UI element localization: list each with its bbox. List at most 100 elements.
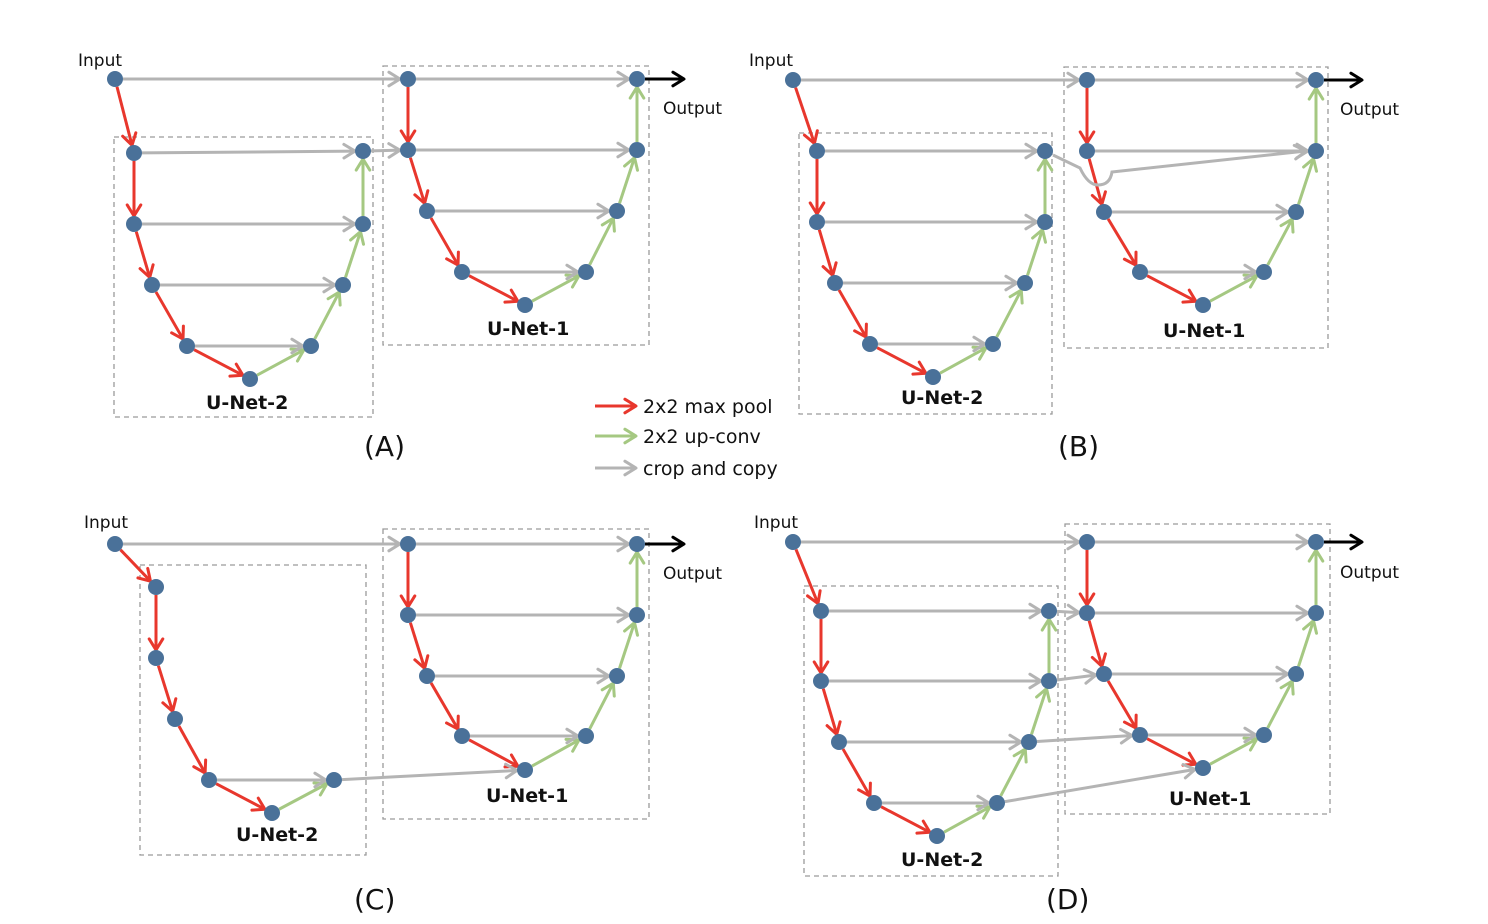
edge-line bbox=[837, 289, 868, 338]
edge-line bbox=[134, 231, 152, 278]
panel-c-input-node bbox=[107, 536, 123, 552]
panel-b-unet1-node bbox=[1096, 204, 1112, 220]
edge-line bbox=[408, 622, 427, 669]
panel-a-unet2-node bbox=[144, 277, 160, 293]
panel-d-unet1-node bbox=[1132, 727, 1148, 743]
panel-a-unet2-node bbox=[335, 277, 351, 293]
panel-a-unet1-up bbox=[588, 216, 616, 266]
edge-head bbox=[1181, 288, 1198, 304]
panel-b-unet1-label: U-Net-1 bbox=[1163, 320, 1245, 342]
panel-c-unet1-node bbox=[609, 668, 625, 684]
panel-a-unet2-node bbox=[126, 216, 142, 232]
panel-a-unet2-up bbox=[344, 230, 366, 278]
panel-c-unet2-node bbox=[264, 805, 280, 821]
panel-a-caption: (A) bbox=[364, 430, 405, 463]
panel-b-unet1-up bbox=[1297, 157, 1319, 205]
edge-head bbox=[504, 762, 519, 780]
edge-head bbox=[671, 70, 686, 88]
panel-b-unet1-up bbox=[1266, 217, 1295, 266]
panel-d-unet1-up bbox=[1209, 736, 1259, 766]
panel-a-unet2-up bbox=[354, 157, 372, 216]
panel-b-caption: (B) bbox=[1058, 430, 1099, 463]
edge-line bbox=[1026, 229, 1044, 276]
panel-c-unet1-node bbox=[400, 536, 416, 552]
panel-a-unet2-node bbox=[179, 338, 195, 354]
panel-b-unet2-up bbox=[995, 288, 1024, 338]
panel-a-input-copy bbox=[123, 70, 402, 88]
panel-d-unet1-node bbox=[1288, 666, 1304, 682]
panel-b-unet2-copy bbox=[878, 335, 987, 353]
panel-a-unet2-node bbox=[303, 338, 319, 354]
panel-c-unet1-up bbox=[628, 550, 646, 607]
panel-d-unet2-box bbox=[803, 585, 1059, 877]
panel-b-unet2-pool bbox=[876, 346, 928, 376]
panel-b-unet1-node bbox=[1079, 143, 1095, 159]
edge-line bbox=[1004, 767, 1196, 804]
edge-line bbox=[429, 682, 460, 730]
panel-d-unet1-node bbox=[1195, 760, 1211, 776]
edge-line bbox=[531, 274, 580, 303]
panel-b-unet1-node bbox=[1288, 204, 1304, 220]
panel-a-input-label: Input bbox=[78, 51, 122, 71]
panel-d-unet1-copy bbox=[1095, 533, 1310, 551]
legend-max-pool-label: 2x2 max pool bbox=[643, 396, 772, 418]
panel-d-output-label: Output bbox=[1340, 563, 1399, 583]
panel-d-unet2-node bbox=[1021, 734, 1037, 750]
panel-a-output-label: Output bbox=[663, 99, 722, 119]
panel-d-unet1-label: U-Net-1 bbox=[1169, 788, 1251, 810]
panel-c-unet2-pool bbox=[177, 725, 208, 775]
panel-a-unet2-box bbox=[113, 136, 374, 418]
edge-head bbox=[623, 156, 640, 172]
edge-head bbox=[1090, 652, 1107, 668]
edge-head bbox=[915, 819, 932, 835]
panel-d-unet1-pool bbox=[1078, 550, 1096, 607]
panel-b-unet2-pool bbox=[837, 289, 868, 339]
edge-head bbox=[1349, 71, 1364, 89]
panel-b-unet1-pool bbox=[1146, 274, 1198, 304]
edge-line bbox=[256, 348, 305, 377]
panel-d-unet2-copy bbox=[829, 602, 1043, 620]
panel-c-unet1-copy bbox=[416, 606, 631, 624]
panel-d-unet1-copy bbox=[1095, 604, 1310, 622]
edge-head bbox=[600, 681, 616, 698]
edge-line bbox=[1036, 734, 1133, 743]
panel-a-unet2-copy bbox=[195, 337, 305, 355]
panel-a-unet2-pool bbox=[125, 161, 143, 218]
panel-b-unet2-node bbox=[1037, 143, 1053, 159]
panel-b-unet2-up bbox=[1036, 157, 1054, 214]
edge-line bbox=[1266, 218, 1294, 266]
panel-d-unet2-node bbox=[831, 734, 847, 750]
panel-b-unet1-copy bbox=[1112, 203, 1290, 221]
panel-b-bridge-path bbox=[1052, 149, 1307, 187]
panel-b-unet2-node bbox=[925, 369, 941, 385]
panel-c-unet1-node bbox=[454, 728, 470, 744]
panel-d-unet2-copy bbox=[847, 733, 1023, 751]
edge-line bbox=[1146, 274, 1197, 303]
edge-line bbox=[841, 748, 872, 797]
panel-c-unet2-up bbox=[278, 781, 329, 811]
panel-a-unet2-node bbox=[242, 371, 258, 387]
panel-c-unet1-pool bbox=[429, 682, 460, 731]
edge-line bbox=[119, 548, 152, 583]
panel-b-input-label: Input bbox=[749, 51, 793, 71]
panel-d-unet2-pool bbox=[812, 619, 830, 675]
panel-a-unet1-up bbox=[618, 156, 640, 204]
panel-b-unet2-pool bbox=[817, 229, 838, 277]
panel-a-unet2-node bbox=[355, 216, 371, 232]
edge-line bbox=[880, 805, 931, 834]
edge-line bbox=[588, 217, 615, 266]
panel-b-unet1-node bbox=[1308, 143, 1324, 159]
panel-b-unet1-up bbox=[1209, 273, 1259, 303]
edge-line bbox=[588, 682, 615, 730]
edge-head bbox=[825, 720, 842, 736]
panel-d-unet2-up bbox=[999, 747, 1028, 797]
edge-line bbox=[278, 782, 328, 811]
panel-b-input-copy bbox=[801, 71, 1081, 89]
edge-head bbox=[671, 535, 686, 553]
panel-c-unet1-pool bbox=[408, 622, 430, 670]
panel-a-unet1-node bbox=[400, 142, 416, 158]
edge-line bbox=[1030, 688, 1048, 735]
panel-d-unet2-pool bbox=[841, 748, 872, 798]
edge-line bbox=[618, 622, 636, 669]
panel-b-unet1-node bbox=[1308, 72, 1324, 88]
